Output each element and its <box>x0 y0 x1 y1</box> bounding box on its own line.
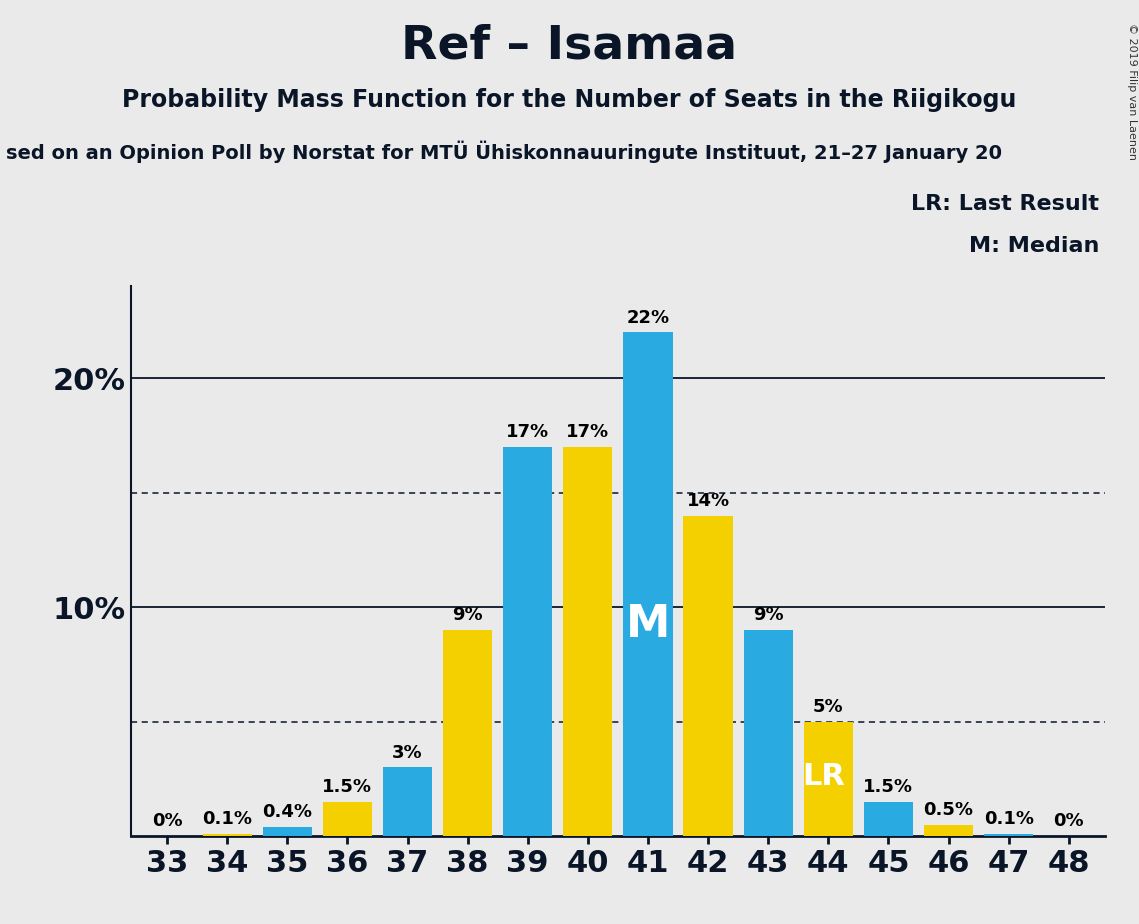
Text: 0.5%: 0.5% <box>924 801 974 819</box>
Bar <box>683 516 732 836</box>
Bar <box>563 447 613 836</box>
Bar <box>744 630 793 836</box>
Text: 1.5%: 1.5% <box>863 778 913 796</box>
Text: 1.5%: 1.5% <box>322 778 372 796</box>
Text: M: Median: M: Median <box>969 236 1099 256</box>
Text: LR: LR <box>802 762 845 791</box>
Bar <box>623 333 673 836</box>
Text: 0.4%: 0.4% <box>262 803 312 821</box>
Text: sed on an Opinion Poll by Norstat for MTÜ Ühiskonnauuringute Instituut, 21–27 Ja: sed on an Opinion Poll by Norstat for MT… <box>6 140 1001 163</box>
Bar <box>984 834 1033 836</box>
Bar <box>383 768 432 836</box>
Text: 5%: 5% <box>813 698 844 716</box>
Text: 22%: 22% <box>626 309 670 326</box>
Bar <box>863 802 913 836</box>
Text: 9%: 9% <box>452 606 483 625</box>
Text: 9%: 9% <box>753 606 784 625</box>
Bar <box>924 825 973 836</box>
Bar <box>203 834 252 836</box>
Text: © 2019 Filip van Laenen: © 2019 Filip van Laenen <box>1126 23 1137 160</box>
Text: LR: Last Result: LR: Last Result <box>911 194 1099 214</box>
Text: 17%: 17% <box>566 423 609 441</box>
Bar <box>263 827 312 836</box>
Text: Probability Mass Function for the Number of Seats in the Riigikogu: Probability Mass Function for the Number… <box>122 88 1017 112</box>
Bar <box>804 722 853 836</box>
Text: 14%: 14% <box>687 492 730 510</box>
Text: 3%: 3% <box>392 744 423 761</box>
Text: 0%: 0% <box>151 812 182 831</box>
Bar <box>503 447 552 836</box>
Text: 17%: 17% <box>506 423 549 441</box>
Text: 0.1%: 0.1% <box>984 810 1034 828</box>
Text: Ref – Isamaa: Ref – Isamaa <box>401 23 738 68</box>
Text: 0.1%: 0.1% <box>202 810 252 828</box>
Text: M: M <box>625 603 670 646</box>
Bar <box>322 802 372 836</box>
Text: 0%: 0% <box>1054 812 1084 831</box>
Bar <box>443 630 492 836</box>
